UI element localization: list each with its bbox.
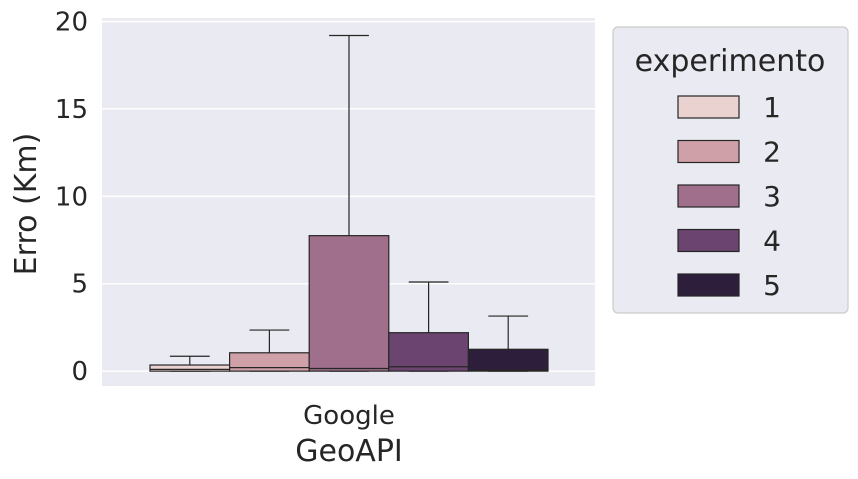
box-series-2 xyxy=(229,329,310,372)
y-tick-labels: 0 5 10 15 20 xyxy=(55,7,88,387)
y-tick-label-1: 5 xyxy=(71,270,88,300)
legend: experimento 1 2 3 4 5 xyxy=(612,26,849,314)
legend-swatch-1 xyxy=(677,95,740,119)
legend-swatch-3 xyxy=(677,184,740,208)
legend-label-5: 5 xyxy=(763,269,781,302)
box-1 xyxy=(149,364,231,372)
legend-items: 1 2 3 4 5 xyxy=(677,91,781,302)
legend-swatch-2 xyxy=(677,139,740,164)
legend-label-2: 2 xyxy=(763,136,781,169)
legend-swatch-5 xyxy=(677,273,740,297)
box-series-5 xyxy=(467,315,549,372)
y-tick-label-4: 20 xyxy=(55,7,88,37)
y-axis-title: Erro (Km) xyxy=(9,133,44,276)
box-5 xyxy=(467,348,549,372)
box-3 xyxy=(308,235,390,372)
y-tick-label-0: 0 xyxy=(71,357,88,387)
box-2 xyxy=(229,352,310,372)
box-series-4 xyxy=(388,281,469,372)
y-tick-label-3: 15 xyxy=(55,95,88,125)
legend-title: experimento xyxy=(635,44,826,79)
legend-label-3: 3 xyxy=(763,180,781,213)
box-4 xyxy=(388,332,469,372)
legend-label-1: 1 xyxy=(763,91,781,124)
legend-frame xyxy=(612,26,849,314)
y-tick-label-2: 10 xyxy=(55,182,88,212)
x-category-label: Google xyxy=(303,401,395,431)
legend-swatch-4 xyxy=(677,228,740,253)
x-axis-title: GeoAPI xyxy=(295,434,403,469)
box-series-3 xyxy=(308,34,390,372)
boxes-group xyxy=(149,34,549,372)
legend-label-4: 4 xyxy=(763,225,781,258)
